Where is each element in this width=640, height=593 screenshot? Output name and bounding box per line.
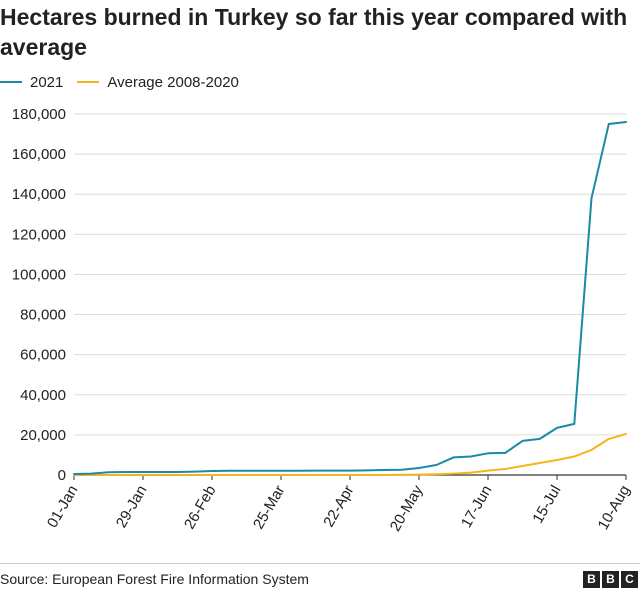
y-tick-label: 180,000 — [12, 106, 66, 123]
y-tick-label: 60,000 — [20, 347, 66, 364]
legend-label-2021: 2021 — [30, 73, 64, 91]
y-tick-label: 120,000 — [12, 226, 66, 243]
bbc-logo: B B C — [583, 571, 638, 588]
logo-letter: B — [602, 571, 619, 588]
source-note: Source: European Forest Fire Information… — [0, 571, 309, 587]
x-tick-label: 10-Aug — [595, 483, 634, 533]
y-tick-label: 20,000 — [20, 427, 66, 444]
legend-swatch-average — [77, 81, 100, 83]
footer-divider — [0, 563, 640, 564]
x-tick-label: 20-May — [387, 482, 427, 534]
y-tick-label: 160,000 — [12, 146, 66, 163]
legend-swatch-2021 — [0, 81, 22, 83]
x-tick-label: 17-Jun — [458, 483, 496, 531]
series-line-2021 — [73, 121, 627, 475]
legend-item-average: Average 2008-2020 — [77, 74, 239, 91]
line-chart: 0 20,000 40,000 60,000 80,000 100,000 120,000 1… — [12, 106, 634, 534]
y-tick-label: 0 — [58, 467, 66, 484]
y-tick-label: 100,000 — [12, 266, 66, 283]
x-tick-label: 15-Jul — [529, 483, 564, 527]
y-tick-label: 80,000 — [20, 307, 66, 324]
legend-label-average: Average 2008-2020 — [107, 73, 239, 91]
x-tick-label: 01-Jan — [44, 483, 82, 531]
x-tick-label: 26-Feb — [181, 483, 219, 533]
y-tick-label: 140,000 — [12, 186, 66, 203]
series-line-average — [73, 432, 627, 476]
logo-letter: B — [583, 571, 600, 588]
chart-legend: 2021 Average 2008-2020 — [0, 72, 253, 92]
y-tick-label: 40,000 — [20, 387, 66, 404]
logo-letter: C — [621, 571, 638, 588]
chart-title: Hectares burned in Turkey so far this ye… — [0, 4, 628, 60]
legend-item-2021: 2021 — [0, 74, 63, 91]
x-tick-label: 22-Apr — [320, 483, 357, 530]
x-tick-label: 25-Mar — [250, 482, 288, 532]
x-tick-label: 29-Jan — [113, 483, 151, 531]
